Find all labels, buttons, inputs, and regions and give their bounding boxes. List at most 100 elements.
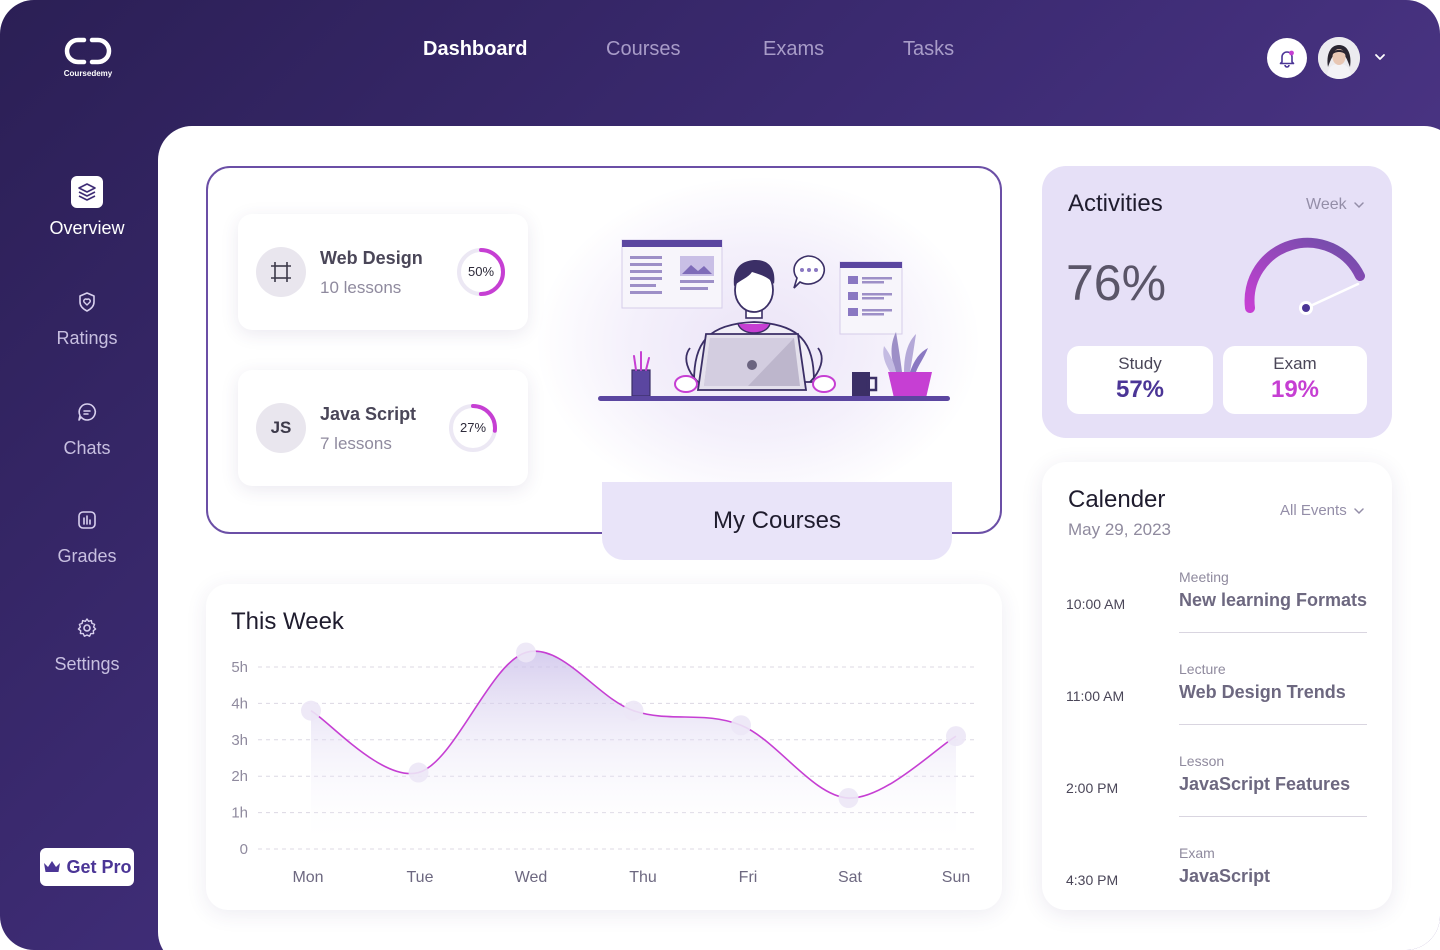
chart-point[interactable]: [623, 700, 644, 721]
event-title: JavaScript: [1179, 866, 1271, 886]
event-time: 10:00 AM: [1066, 596, 1126, 612]
crown-icon: [44, 861, 61, 872]
sidebar-item-label: Ratings: [56, 328, 118, 348]
week-title: This Week: [231, 608, 344, 635]
event-type: Meeting: [1179, 569, 1229, 585]
bell-icon: [1279, 50, 1295, 68]
nav-courses[interactable]: Courses: [606, 38, 681, 60]
chart-x-tick: Wed: [515, 869, 548, 886]
sidebar-item-label: Grades: [57, 546, 117, 566]
calendar-event[interactable]: 11:00 AM Lecture Web Design Trends: [1042, 654, 1392, 746]
get-pro-button[interactable]: Get Pro: [40, 848, 134, 886]
brand-name: Coursedemy: [63, 69, 113, 78]
course-lessons: 10 lessons: [320, 278, 402, 297]
this-week-card: This Week 0 1h 2h 3h 4h 5h Mon Tue Wed Thu Fri Sat…: [206, 584, 1002, 910]
activities-card: Activities Week 76% Study: [1042, 166, 1392, 438]
period-dropdown[interactable]: Week: [1306, 196, 1365, 214]
chevron-down-icon: [1353, 507, 1364, 514]
course-title: Java Script: [320, 404, 417, 424]
course-card[interactable]: Web Design 10 lessons 50%: [238, 214, 528, 330]
divider: [1179, 816, 1367, 817]
week-chart: 0 1h 2h 3h 4h 5h Mon Tue Wed Thu Fri Sat Sun: [231, 642, 978, 886]
course-card[interactable]: JS Java Script 7 lessons 27%: [238, 370, 528, 486]
stat-value: 19%: [1270, 376, 1320, 403]
my-courses-label: My Courses: [712, 507, 842, 534]
filter-label: All Events: [1280, 502, 1347, 519]
chart-x-tick: Mon: [292, 869, 323, 886]
chart-point[interactable]: [408, 762, 429, 783]
gear-icon: [71, 612, 103, 644]
divider: [1179, 724, 1367, 725]
sidebar-item-grades[interactable]: Grades: [0, 504, 174, 567]
sidebar-item-ratings[interactable]: Ratings: [0, 286, 174, 349]
chart-x-tick: Tue: [407, 869, 434, 886]
chart-y-tick: 4h: [231, 695, 248, 712]
nav-tasks[interactable]: Tasks: [903, 38, 955, 60]
sidebar-item-label: Overview: [49, 218, 125, 238]
get-pro-label: Get Pro: [66, 856, 132, 877]
frame-icon: [256, 247, 306, 297]
my-courses-tab[interactable]: My Courses: [602, 482, 952, 560]
activity-percent: 76%: [1066, 255, 1167, 311]
avatar-image: [1318, 37, 1360, 79]
course-title: Web Design: [320, 248, 423, 268]
calendar-title: Calender: [1068, 486, 1166, 513]
chart-x-tick: Sun: [942, 869, 970, 886]
activities-title: Activities: [1068, 190, 1163, 217]
nav-exams[interactable]: Exams: [763, 38, 825, 60]
user-avatar[interactable]: [1318, 37, 1360, 79]
nav-dashboard[interactable]: Dashboard: [423, 38, 528, 60]
events-filter-dropdown[interactable]: All Events: [1280, 502, 1365, 519]
brand-logo[interactable]: Coursedemy: [58, 36, 118, 78]
calendar-event[interactable]: 2:00 PM Lesson JavaScript Features: [1042, 746, 1392, 838]
bar-chart-icon: [71, 504, 103, 536]
chart-area-fill: [311, 651, 956, 849]
chart-point[interactable]: [731, 715, 751, 736]
sidebar-item-label: Settings: [54, 654, 120, 674]
course-lessons: 7 lessons: [320, 434, 392, 453]
chart-point[interactable]: [301, 700, 321, 721]
event-type: Lesson: [1179, 753, 1225, 769]
chart-y-tick: 5h: [231, 659, 248, 676]
chart-x-tick: Fri: [739, 869, 758, 886]
calendar-date: May 29, 2023: [1068, 520, 1172, 539]
stat-label: Study: [1118, 354, 1162, 373]
event-title: JavaScript Features: [1179, 774, 1351, 794]
chart-y-tick: 2h: [231, 768, 248, 785]
chart-point[interactable]: [838, 788, 859, 809]
progress-label: 50%: [467, 264, 495, 279]
chart-point[interactable]: [946, 726, 966, 747]
divider: [1179, 632, 1367, 633]
event-time: 4:30 PM: [1066, 872, 1119, 888]
chart-y-tick: 3h: [231, 732, 248, 749]
event-type: Lecture: [1179, 661, 1226, 677]
chart-x-tick: Thu: [629, 869, 657, 886]
chart-point[interactable]: [516, 642, 536, 663]
chart-x-tick: Sat: [838, 869, 863, 886]
event-title: New learning Formats: [1179, 590, 1368, 610]
study-stat: Study 57%: [1067, 346, 1213, 414]
chevron-down-icon[interactable]: [1373, 50, 1387, 64]
sidebar-item-overview[interactable]: Overview: [0, 176, 174, 239]
javascript-icon: JS: [256, 403, 306, 453]
progress-label: 27%: [459, 420, 487, 435]
layers-icon: [71, 176, 103, 208]
sidebar-item-label: Chats: [63, 438, 111, 458]
stat-label: Exam: [1273, 354, 1317, 373]
chat-icon: [71, 396, 103, 428]
progress-ring: 50%: [456, 247, 506, 302]
notification-button[interactable]: [1267, 38, 1307, 78]
event-time: 11:00 AM: [1066, 688, 1125, 704]
chart-y-tick: 1h: [231, 805, 248, 822]
sidebar-item-chats[interactable]: Chats: [0, 396, 174, 459]
calendar-event[interactable]: 10:00 AM Meeting New learning Formats: [1042, 562, 1392, 654]
sidebar-item-settings[interactable]: Settings: [0, 612, 174, 675]
calendar-card: Calender May 29, 2023 All Events 10:00 A…: [1042, 462, 1392, 910]
main-content: Web Design 10 lessons 50% JS Java Script…: [158, 126, 1440, 950]
exam-stat: Exam 19%: [1223, 346, 1367, 414]
event-type: Exam: [1179, 845, 1215, 861]
calendar-event[interactable]: 4:30 PM Exam JavaScript: [1042, 838, 1392, 930]
stat-value: 57%: [1115, 376, 1165, 403]
activity-gauge: [1244, 237, 1365, 315]
